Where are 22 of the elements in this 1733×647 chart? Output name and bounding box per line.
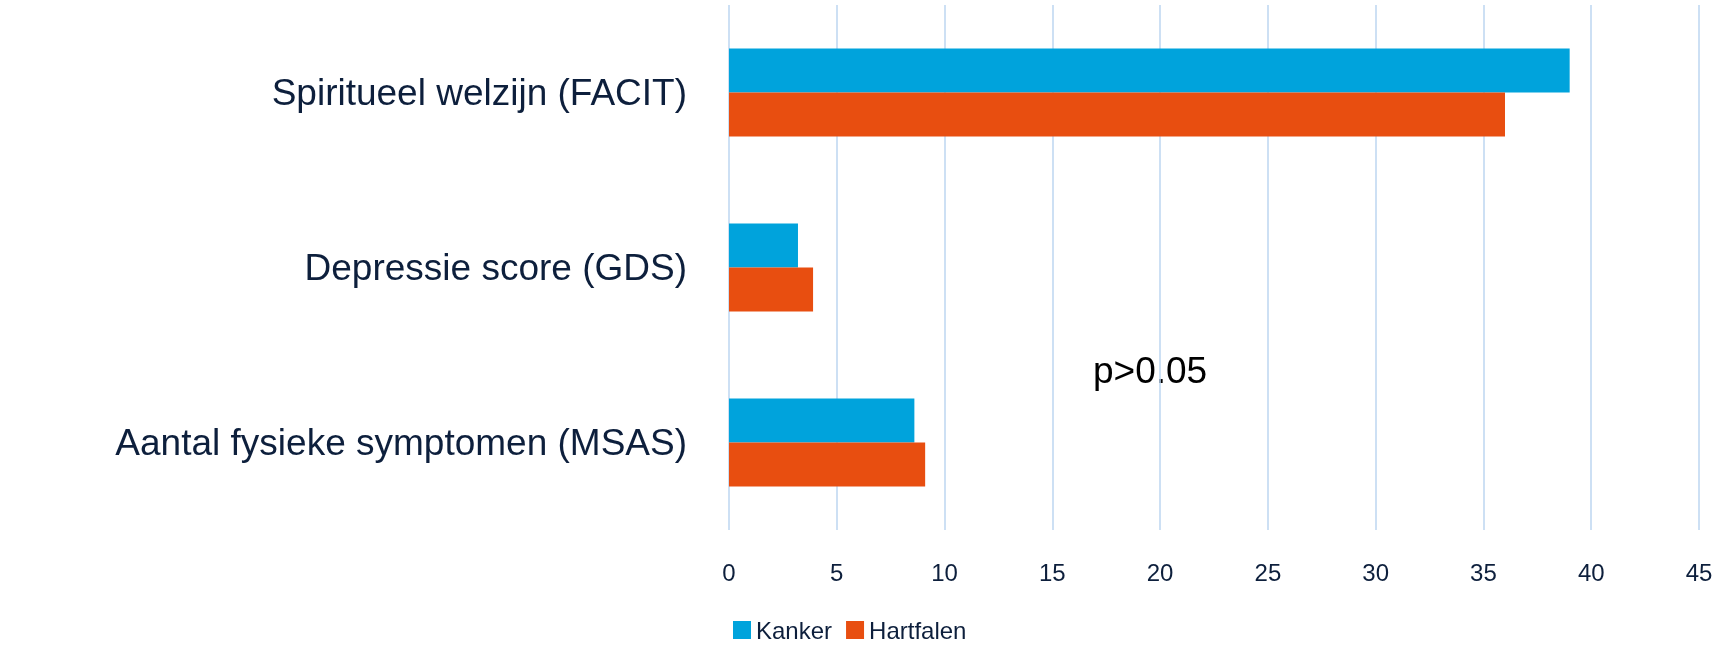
x-tick-label: 10 [931,558,958,586]
bar [729,267,814,312]
x-tick-label: 35 [1470,558,1497,586]
x-tick-label: 0 [722,558,736,586]
x-tick-label: 25 [1254,558,1282,586]
x-tick-label: 30 [1362,558,1390,586]
x-tick-label: 45 [1685,558,1713,586]
x-tick-label: 5 [830,558,844,586]
legend-label: Hartfalen [869,616,967,644]
x-tick-label: 15 [1038,558,1066,586]
bar [729,398,915,443]
y-tick-label: Depressie score (GDS) [304,247,687,288]
y-tick-label: Aantal fysieke symptomen (MSAS) [115,422,687,463]
bar [729,442,926,487]
x-tick-label: 40 [1577,558,1605,586]
bar [729,92,1505,137]
x-tick-label: 20 [1146,558,1174,586]
bar [729,48,1570,93]
y-tick-label: Spiritueel welzijn (FACIT) [271,72,687,113]
legend-label: Kanker [756,616,833,644]
bar [729,223,798,268]
annotation: p>0.05 [1093,350,1208,391]
